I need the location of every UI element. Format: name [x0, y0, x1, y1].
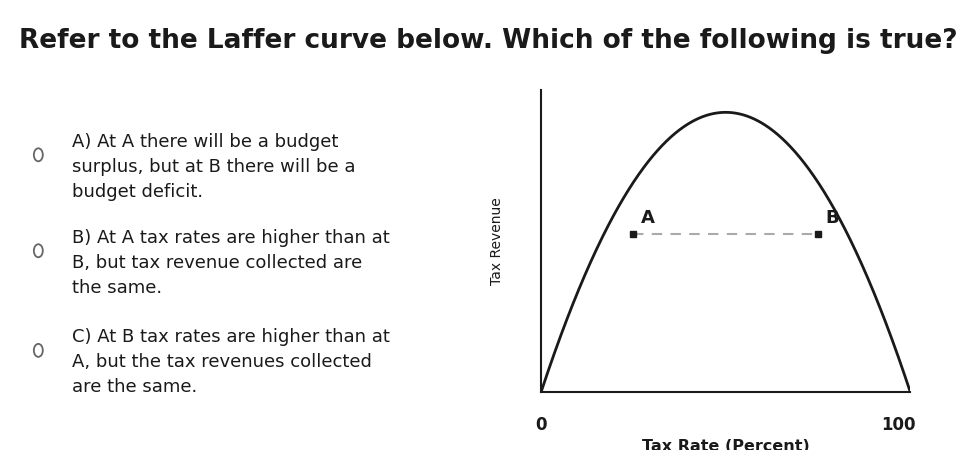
Text: A: A: [641, 210, 654, 228]
Text: Tax Revenue: Tax Revenue: [490, 197, 504, 285]
Text: 100: 100: [881, 417, 916, 435]
Text: B: B: [825, 210, 839, 228]
Text: Tax Rate (Percent): Tax Rate (Percent): [642, 439, 810, 450]
Text: C) At B tax rates are higher than at
A, but the tax revenues collected
are the s: C) At B tax rates are higher than at A, …: [72, 328, 390, 396]
Text: Refer to the Laffer curve below. Which of the following is true?: Refer to the Laffer curve below. Which o…: [19, 28, 958, 54]
Text: B) At A tax rates are higher than at
B, but tax revenue collected are
the same.: B) At A tax rates are higher than at B, …: [72, 229, 390, 297]
Text: A) At A there will be a budget
surplus, but at B there will be a
budget deficit.: A) At A there will be a budget surplus, …: [72, 133, 355, 201]
Text: 0: 0: [536, 417, 547, 435]
